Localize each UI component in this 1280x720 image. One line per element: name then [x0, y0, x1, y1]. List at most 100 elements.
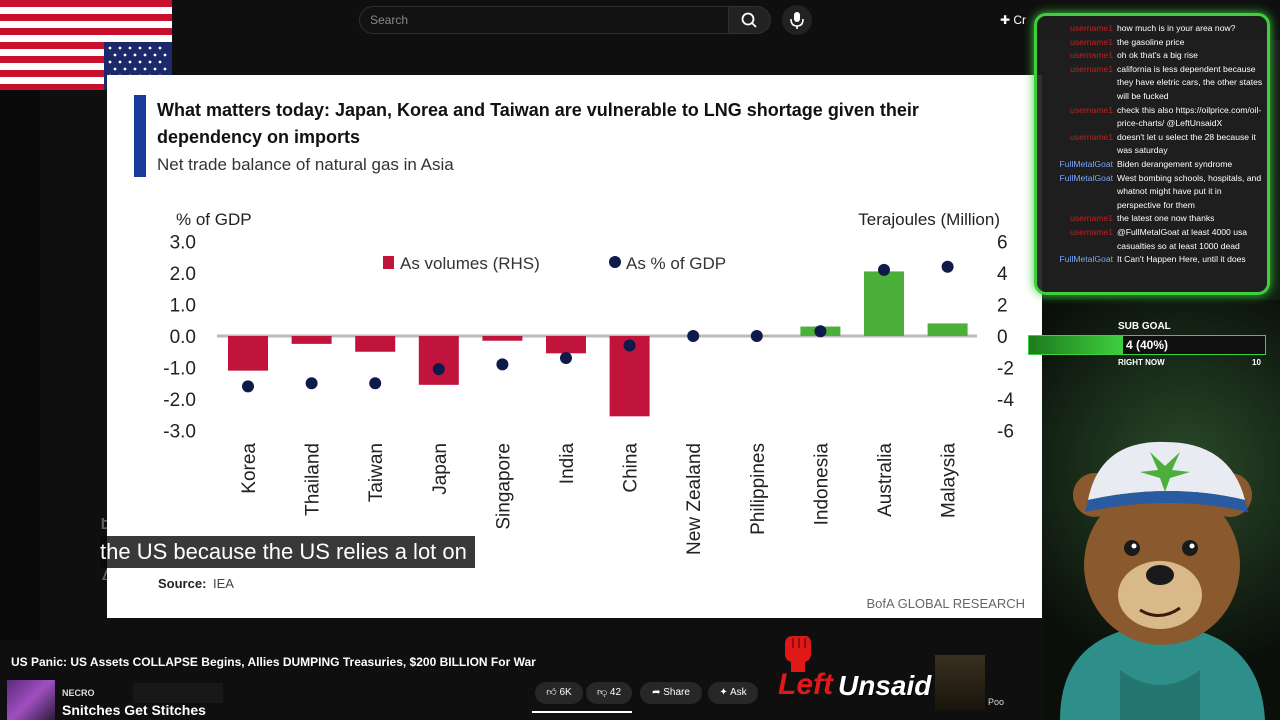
- left-dark-strip: [0, 90, 40, 640]
- chat-message: FullMetalGoat West bombing schools, hospi…: [1043, 172, 1263, 213]
- chat-username: username1: [1070, 226, 1113, 237]
- chat-message: FullMetalGoat Biden derangement syndrome: [1043, 158, 1263, 172]
- dot-singapore: [496, 358, 509, 371]
- legend-volumes-label: As volumes (RHS): [400, 254, 540, 273]
- chat-text: oh ok that's a big rise: [1117, 50, 1198, 61]
- sub-goal-value: 4 (40%): [1125, 338, 1169, 352]
- dot-korea: [242, 380, 254, 393]
- chat-text: the gasoline price: [1117, 36, 1185, 47]
- y-axis-left-label: % of GDP: [176, 210, 252, 229]
- chat-text: It Can't Happen Here, until it does: [1117, 254, 1246, 265]
- dot-australia: [878, 263, 890, 276]
- share-icon: ➦: [652, 687, 664, 698]
- like-count: 6K: [559, 687, 572, 698]
- source-value: IEA: [213, 576, 234, 591]
- chart-title-line1: What matters today: Japan, Korea and Tai…: [157, 100, 919, 120]
- subtitle-captions: But this situation isn't good at all for…: [100, 512, 544, 580]
- bar-australia: [864, 271, 904, 336]
- chat-text: the latest one now thanks: [1117, 213, 1215, 224]
- raised-fist-icon: [785, 636, 811, 672]
- chat-username: username1: [1070, 50, 1113, 61]
- x-tick-label: New Zealand: [684, 443, 705, 555]
- dot-china: [623, 339, 636, 352]
- chat-text: doesn't let u select the 28 because it w…: [1117, 131, 1256, 156]
- y-tick-left: -3.0: [163, 422, 196, 443]
- chat-username: FullMetalGoat: [1059, 254, 1114, 265]
- y-tick-right: -4: [997, 390, 1014, 411]
- legend-gdp-swatch: [609, 256, 621, 268]
- source-label: Source:: [158, 576, 206, 591]
- dot-philippines: [750, 330, 763, 342]
- x-tick-label: Indonesia: [811, 443, 832, 526]
- sub-goal-progress-fill: [1029, 336, 1124, 354]
- create-label: Cr: [1013, 13, 1027, 27]
- chat-username: FullMetalGoat: [1059, 172, 1114, 183]
- video-title[interactable]: US Panic: US Assets COLLAPSE Begins, All…: [11, 655, 536, 669]
- logo-unsaid-text: Unsaid: [838, 670, 932, 701]
- chat-message: username1 doesn't let u select the 28 bec…: [1043, 131, 1263, 158]
- plot-layer: 3.0 2.0 1.0 0.0 -1.0 -2.0 -3.0 6 4 2 0 -2 -4 -6 Korea T…: [163, 233, 1014, 555]
- dislike-button[interactable]: 👎︎ 42: [586, 682, 632, 704]
- dislike-count: 42: [609, 687, 622, 698]
- bar-india: [546, 336, 586, 354]
- x-tick-label: Australia: [875, 443, 896, 517]
- chat-text: check this also https://oilprice.com/oil…: [1117, 104, 1262, 129]
- chat-message: username1 california is less dependent be…: [1043, 63, 1263, 104]
- y-tick-left: -1.0: [163, 359, 196, 380]
- host-thumbnail: [935, 655, 985, 710]
- chat-username: username1: [1070, 104, 1113, 115]
- title-accent-bar: [134, 95, 146, 177]
- bear-avatar-image: [1060, 441, 1265, 720]
- y-tick-right: -2: [997, 359, 1014, 380]
- voice-search-button[interactable]: [782, 5, 812, 35]
- y-tick-right: 0: [997, 327, 1008, 348]
- plus-icon: ✚: [1000, 13, 1014, 27]
- caption-previous-line: But this situation isn't good at all for: [100, 518, 446, 534]
- share-label: Share: [663, 687, 690, 698]
- dot-taiwan: [369, 377, 382, 390]
- legend-volumes-swatch: [383, 256, 394, 269]
- x-tick-label: Philippines: [748, 443, 769, 535]
- y-tick-right: 6: [997, 233, 1008, 254]
- chat-message: FullMetalGoat It Can't Happen Here, until…: [1043, 253, 1263, 267]
- chat-username: username1: [1070, 213, 1113, 224]
- search-icon: [741, 12, 757, 28]
- x-tick-label: Korea: [239, 443, 260, 494]
- x-tick-label: Singapore: [493, 443, 514, 530]
- channel-thumbnail[interactable]: [7, 680, 55, 720]
- x-tick-label: Thailand: [303, 443, 324, 516]
- ask-button[interactable]: ✦ Ask: [708, 682, 758, 704]
- dot-thailand: [305, 377, 318, 390]
- chat-text: @FullMetalGoat at least 4000 usa casualt…: [1117, 226, 1248, 251]
- y-tick-left: -2.0: [163, 390, 196, 411]
- channel-name[interactable]: Snitches Get Stitches: [62, 702, 206, 718]
- chat-message: username1 how much is in your area now?: [1043, 22, 1263, 36]
- like-button[interactable]: 👍︎ 6K: [535, 682, 583, 704]
- legend-gdp-label: As % of GDP: [626, 254, 726, 273]
- chat-username: username1: [1070, 63, 1113, 74]
- share-button[interactable]: ➦ Share: [640, 682, 702, 704]
- chat-message: username1 oh ok that's a big rise: [1043, 49, 1263, 63]
- side-text: Poo: [988, 697, 1005, 707]
- channel-thumbnail-secondary: [133, 683, 223, 703]
- chat-text: california is less dependent because the…: [1117, 63, 1263, 101]
- search-input[interactable]: Search: [359, 6, 729, 34]
- chat-message: username1 the gasoline price: [1043, 36, 1263, 50]
- channel-tag: NECRO: [62, 688, 95, 698]
- search-button[interactable]: [729, 6, 771, 34]
- dot-indonesia: [814, 325, 827, 338]
- bar-taiwan: [355, 336, 396, 352]
- like-ratio-bar: [532, 711, 632, 713]
- create-button[interactable]: ✚ Cr: [1000, 8, 1040, 32]
- chart-panel: What matters today: Japan, Korea and Tai…: [107, 75, 1042, 618]
- y-tick-left: 2.0: [170, 264, 196, 285]
- bar-japan: [418, 336, 459, 385]
- x-tick-label: India: [557, 443, 578, 485]
- chat-username: username1: [1070, 23, 1113, 33]
- dot-japan: [432, 363, 445, 376]
- chat-text: Biden derangement syndrome: [1117, 158, 1233, 169]
- thumbs-up-icon: 👍︎: [546, 687, 560, 698]
- dot-new-zealand: [687, 330, 700, 342]
- brand-label: BofA GLOBAL RESEARCH: [867, 596, 1025, 611]
- caption-current-line: the US because the US relies a lot on: [100, 536, 475, 568]
